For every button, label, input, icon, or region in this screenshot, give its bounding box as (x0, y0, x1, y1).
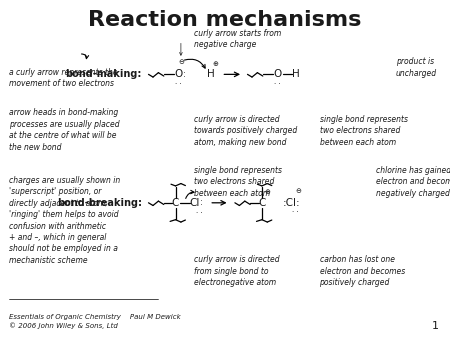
Text: Essentials of Organic Chemistry    Paul M Dewick
© 2006 John Wiley & Sons, Ltd: Essentials of Organic Chemistry Paul M D… (9, 314, 180, 329)
Text: · ·: · · (292, 209, 299, 215)
Text: curly arrow starts from
negative charge: curly arrow starts from negative charge (194, 29, 281, 49)
Text: curly arrow is directed
towards positively charged
atom, making new bond: curly arrow is directed towards positive… (194, 115, 297, 147)
Text: charges are usually shown in
'superscript' position, or
directly adjacent to ato: charges are usually shown in 'superscrip… (9, 176, 120, 265)
Text: :: : (200, 198, 203, 207)
Text: ⊖: ⊖ (178, 58, 184, 65)
Text: · ·: · · (176, 81, 182, 88)
Text: curly arrow is directed
from single bond to
electronegative atom: curly arrow is directed from single bond… (194, 255, 279, 287)
Text: ⊕: ⊕ (212, 61, 218, 67)
Text: · ·: · · (195, 210, 203, 216)
Text: C: C (172, 198, 179, 208)
Text: carbon has lost one
electron and becomes
positively charged: carbon has lost one electron and becomes… (320, 255, 405, 287)
Text: O: O (175, 69, 183, 79)
Text: product is
uncharged: product is uncharged (396, 57, 437, 78)
Text: :: : (183, 70, 185, 79)
Text: ⊕: ⊕ (264, 189, 270, 195)
Text: H: H (207, 69, 215, 79)
Text: ⊖: ⊖ (295, 188, 301, 194)
Text: chlorine has gained one
electron and becomes
negatively charged: chlorine has gained one electron and bec… (376, 166, 450, 197)
Text: bond-making:: bond-making: (65, 69, 142, 79)
Text: Cl: Cl (189, 198, 200, 208)
Text: O: O (274, 69, 282, 79)
Text: 1: 1 (432, 321, 439, 331)
Text: H: H (292, 69, 300, 79)
Text: a curly arrow represents the
movement of two electrons: a curly arrow represents the movement of… (9, 68, 117, 88)
Text: bond-breaking:: bond-breaking: (57, 198, 142, 208)
Text: Reaction mechanisms: Reaction mechanisms (88, 10, 362, 30)
Text: single bond represents
two electrons shared
between each atom: single bond represents two electrons sha… (194, 166, 282, 197)
Text: :Cl:: :Cl: (282, 198, 300, 208)
Text: arrow heads in bond-making
processes are usually placed
at the centre of what wi: arrow heads in bond-making processes are… (9, 108, 120, 151)
Text: · ·: · · (274, 81, 281, 88)
Text: single bond represents
two electrons shared
between each atom: single bond represents two electrons sha… (320, 115, 408, 147)
Text: C: C (258, 198, 265, 208)
